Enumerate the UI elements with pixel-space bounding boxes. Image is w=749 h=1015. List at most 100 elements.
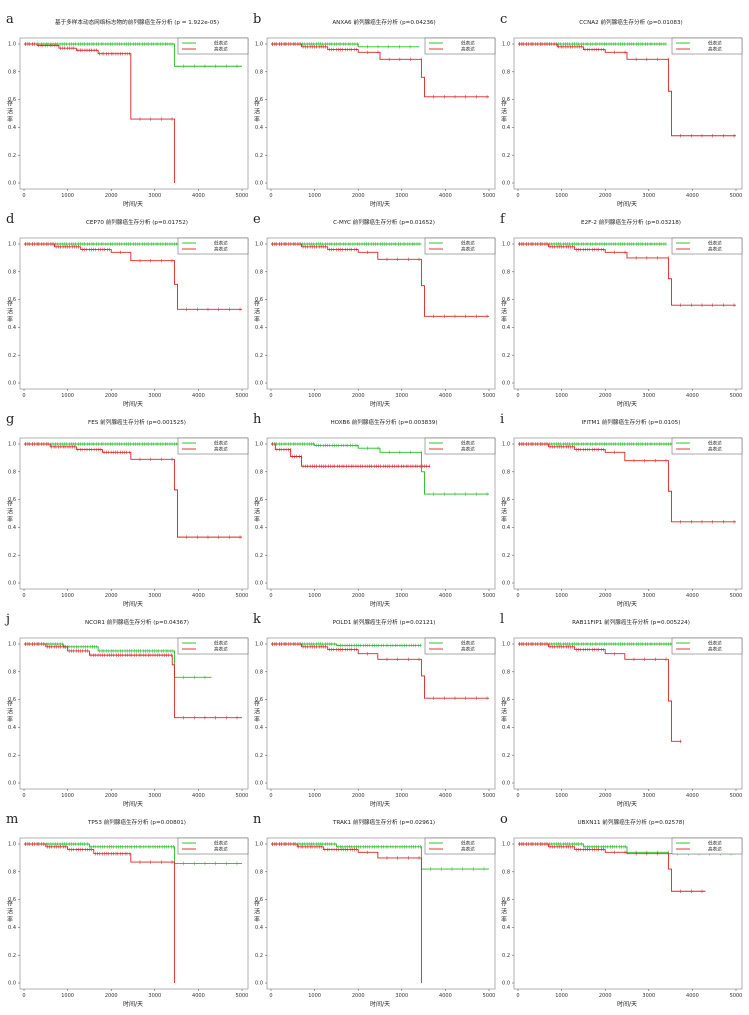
y-tick-label: 0.6	[8, 297, 16, 303]
y-tick-label: 1.0	[8, 842, 16, 848]
x-tick-label: 0	[22, 593, 25, 599]
km-curve-low	[271, 443, 489, 495]
y-axis-label: 存活率	[254, 300, 260, 324]
panel-title: ANXA6 前列腺癌生存分析 (p=0.04236)	[332, 18, 435, 26]
km-panel-f: f E2F-2 前列腺癌生存分析 (p=0.03218) 0.0 0.2 0.4 0.6 0…	[500, 212, 742, 408]
legend-box	[424, 37, 496, 55]
km-panel-k: k POLD1 前列腺癌生存分析 (p=0.02121) 0.0 0.2 0.4 0.6 0…	[253, 612, 495, 808]
y-tick-label: 0.6	[255, 97, 263, 103]
plot-frame	[513, 237, 743, 390]
x-tick-label: 3000	[148, 593, 161, 599]
censor-marks-high	[25, 642, 238, 720]
panel-letter: e	[253, 212, 261, 227]
censor-marks-high	[519, 442, 735, 524]
legend-label-low: 低表达	[214, 240, 228, 247]
y-axis-label-char: 活	[7, 108, 13, 116]
y-tick-label: 0.2	[502, 953, 510, 959]
legend-label-high: 高表达	[461, 46, 475, 53]
x-tick-label: 1000	[308, 993, 321, 999]
legend-label-high: 高表达	[214, 646, 228, 653]
y-tick-label: 0.6	[8, 97, 16, 103]
y-axis-label-char: 率	[501, 516, 507, 524]
legend-box	[671, 237, 743, 255]
y-tick-label: 0.4	[255, 125, 263, 131]
panel-title: HOXB6 前列腺癌生存分析 (p=0.003839)	[330, 418, 437, 426]
y-tick-label: 0.2	[255, 353, 263, 359]
km-curve-high	[24, 43, 175, 183]
x-axis-label: 时间/天	[123, 200, 143, 208]
plot-frame	[513, 37, 743, 190]
y-axis-label-char: 活	[254, 908, 260, 916]
x-axis-label: 时间/天	[123, 1000, 143, 1008]
y-tick-label: 0.8	[255, 69, 263, 75]
y-tick-label: 0.4	[502, 125, 510, 131]
x-axis-label: 时间/天	[370, 400, 390, 408]
y-tick-label: 0.8	[255, 469, 263, 475]
y-tick-label: 1.0	[502, 642, 510, 648]
y-axis-label-char: 存	[254, 900, 260, 908]
censor-marks-low	[25, 842, 238, 866]
y-axis-label-char: 存	[254, 500, 260, 508]
x-tick-label: 2000	[105, 393, 118, 399]
x-tick-label: 0	[516, 593, 519, 599]
x-axis-label: 时间/天	[123, 800, 143, 808]
y-tick-label: 0.0	[255, 781, 263, 787]
panel-letter: c	[500, 12, 507, 27]
y-axis-label: 存活率	[254, 100, 260, 124]
panel-letter: l	[500, 612, 504, 627]
y-tick-label: 0.4	[8, 925, 16, 931]
y-tick-label: 1.0	[255, 842, 263, 848]
y-axis-label: 存活率	[501, 500, 507, 524]
legend-box	[177, 437, 249, 455]
plot-frame	[513, 837, 743, 990]
legend-box	[177, 237, 249, 255]
x-tick-label: 0	[22, 993, 25, 999]
km-curve-high	[24, 643, 242, 719]
x-tick-label: 3000	[395, 393, 408, 399]
km-panel-c: c CCNA2 前列腺癌生存分析 (p=0.01083) 0.0 0.2 0.4 0.6 0…	[500, 12, 742, 208]
legend-label-low: 低表达	[214, 640, 228, 647]
y-tick-label: 0.8	[8, 669, 16, 675]
y-tick-label: 0.6	[255, 497, 263, 503]
y-tick-label: 0.0	[8, 781, 16, 787]
y-tick-label: 0.0	[8, 381, 16, 387]
x-tick-label: 3000	[148, 393, 161, 399]
km-curve-high	[271, 843, 422, 983]
plot-frame	[513, 637, 743, 790]
panel-letter: k	[253, 612, 261, 627]
x-tick-label: 1000	[555, 193, 568, 199]
x-tick-label: 5000	[483, 993, 496, 999]
y-tick-label: 0.0	[255, 981, 263, 987]
panel-title: CEP70 前列腺癌生存分析 (p=0.01752)	[86, 218, 188, 226]
legend-label-high: 高表达	[461, 446, 475, 453]
km-curve-high	[271, 243, 489, 317]
x-tick-label: 0	[516, 193, 519, 199]
y-tick-label: 0.8	[255, 869, 263, 875]
y-tick-label: 0.6	[255, 897, 263, 903]
panel-title: RAB11FIP1 前列腺癌生存分析 (p=0.005224)	[572, 618, 690, 626]
x-tick-label: 5000	[730, 393, 743, 399]
y-tick-label: 0.6	[8, 497, 16, 503]
km-curve-low	[24, 43, 242, 67]
y-tick-label: 0.4	[502, 325, 510, 331]
panel-title: C-MYC 前列腺癌生存分析 (p=0.01652)	[333, 218, 435, 226]
y-tick-label: 0.2	[8, 553, 16, 559]
x-tick-label: 5000	[730, 993, 743, 999]
y-tick-label: 1.0	[502, 42, 510, 48]
legend-label-low: 低表达	[708, 440, 722, 447]
y-tick-label: 0.2	[8, 953, 16, 959]
x-tick-label: 3000	[395, 193, 408, 199]
x-tick-label: 4000	[686, 593, 699, 599]
y-axis-label-char: 存	[7, 900, 13, 908]
legend-label-low: 低表达	[214, 840, 228, 847]
y-axis-label: 存活率	[7, 700, 13, 724]
x-tick-label: 0	[269, 993, 272, 999]
x-tick-label: 4000	[192, 593, 205, 599]
y-tick-label: 0.6	[502, 897, 510, 903]
legend-label-low: 低表达	[461, 840, 475, 847]
legend-label-high: 高表达	[214, 46, 228, 53]
y-axis-label: 存活率	[501, 300, 507, 324]
x-axis-label: 时间/天	[617, 800, 637, 808]
y-tick-label: 1.0	[255, 442, 263, 448]
y-tick-label: 1.0	[8, 442, 16, 448]
